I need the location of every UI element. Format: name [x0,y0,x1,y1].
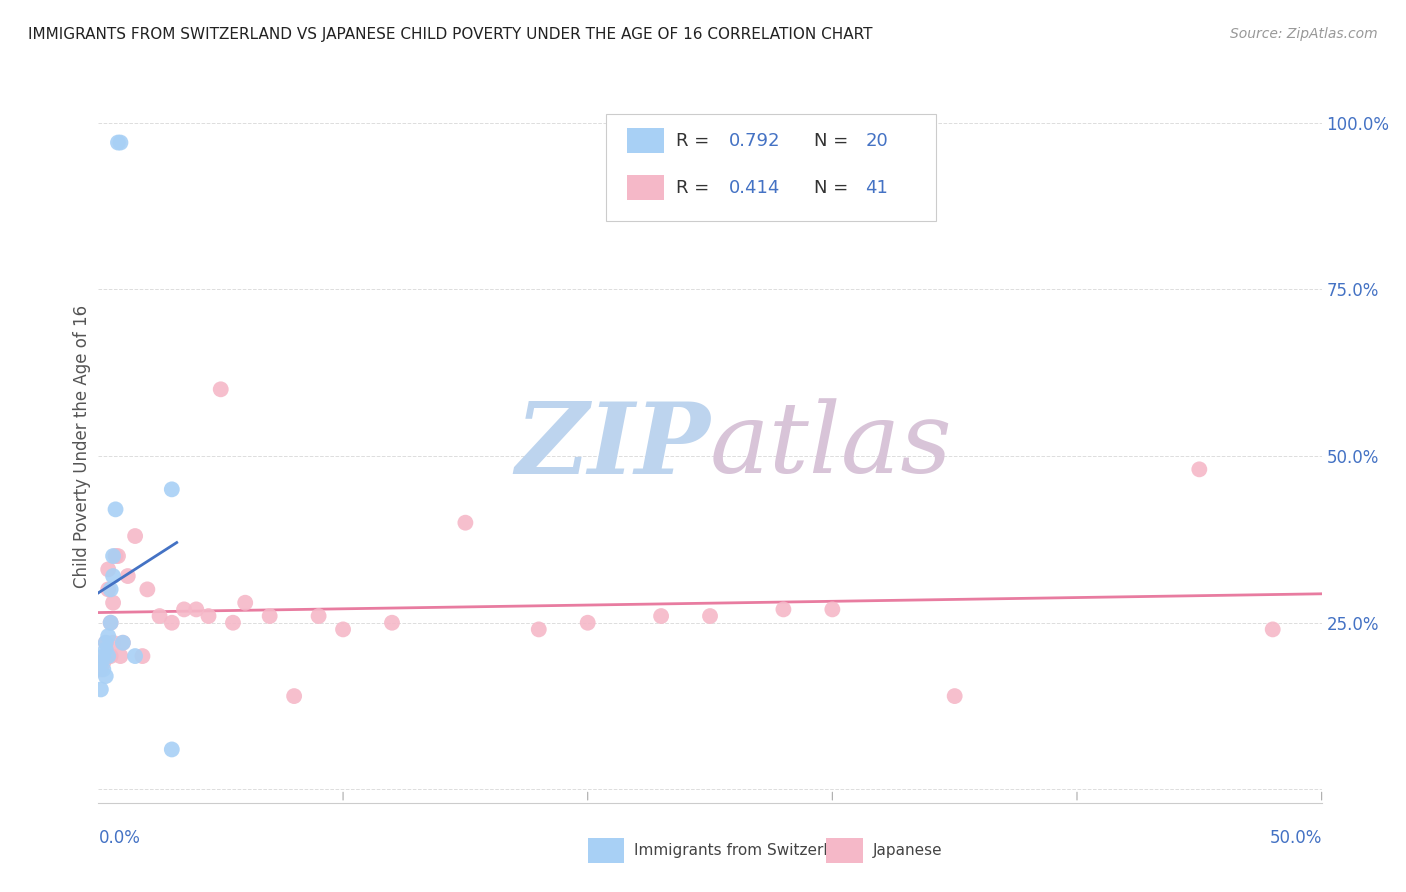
Point [233,596,256,610]
Point [97,649,120,664]
Point [110,136,132,150]
Point [101,596,124,610]
FancyBboxPatch shape [627,175,664,200]
Point [91,656,114,670]
Text: R =: R = [676,132,714,150]
Point [173,602,195,616]
Text: Immigrants from Switzerland: Immigrants from Switzerland [634,843,856,858]
Point [131,649,153,664]
FancyBboxPatch shape [827,838,863,863]
Text: R =: R = [676,178,714,196]
Point [124,649,146,664]
Point [101,636,124,650]
Point [332,623,354,637]
Point [101,549,124,563]
Point [186,602,208,616]
Text: N =: N = [814,132,853,150]
Point [136,582,159,597]
Point [101,569,124,583]
Point [100,615,122,630]
Point [91,649,114,664]
Point [94,649,117,664]
Text: 41: 41 [865,178,889,196]
Point [97,629,120,643]
Point [94,642,117,657]
Text: 0.792: 0.792 [728,132,780,150]
Point [94,636,117,650]
Point [222,615,245,630]
Point [90,682,112,697]
Text: Japanese: Japanese [873,843,942,858]
Point [94,669,117,683]
Point [259,609,281,624]
Point [149,609,172,624]
Point [111,636,134,650]
FancyBboxPatch shape [606,114,936,221]
Text: 0.0%: 0.0% [98,830,141,847]
Point [160,742,183,756]
Point [91,662,114,676]
Point [100,582,122,597]
Text: Source: ZipAtlas.com: Source: ZipAtlas.com [1230,27,1378,41]
Point [650,609,672,624]
Point [283,689,305,703]
Text: 0.414: 0.414 [728,178,780,196]
FancyBboxPatch shape [588,838,624,863]
Text: 20: 20 [865,132,889,150]
Point [160,615,183,630]
Point [699,609,721,624]
Point [943,689,966,703]
Point [160,483,183,497]
Point [111,636,134,650]
Point [124,529,146,543]
Text: 50.0%: 50.0% [1270,830,1322,847]
Point [100,649,122,664]
Point [94,636,117,650]
Point [454,516,477,530]
Text: ZIP: ZIP [515,398,710,494]
Point [110,649,132,664]
Point [381,615,404,630]
Point [1188,462,1211,476]
Point [97,582,120,597]
Point [100,615,122,630]
Point [576,615,599,630]
Point [90,662,112,676]
Point [772,602,794,616]
Point [97,562,120,576]
Point [527,623,550,637]
Text: IMMIGRANTS FROM SWITZERLAND VS JAPANESE CHILD POVERTY UNDER THE AGE OF 16 CORREL: IMMIGRANTS FROM SWITZERLAND VS JAPANESE … [28,27,873,42]
Point [107,549,129,563]
Point [90,656,112,670]
Point [308,609,330,624]
Point [117,569,139,583]
Text: atlas: atlas [710,399,953,493]
Point [1261,623,1284,637]
Y-axis label: Child Poverty Under the Age of 16: Child Poverty Under the Age of 16 [73,304,91,588]
Point [821,602,844,616]
Point [104,502,127,516]
FancyBboxPatch shape [627,128,664,153]
Point [104,549,127,563]
Point [197,609,219,624]
Point [209,382,232,396]
Text: N =: N = [814,178,853,196]
Point [107,136,129,150]
